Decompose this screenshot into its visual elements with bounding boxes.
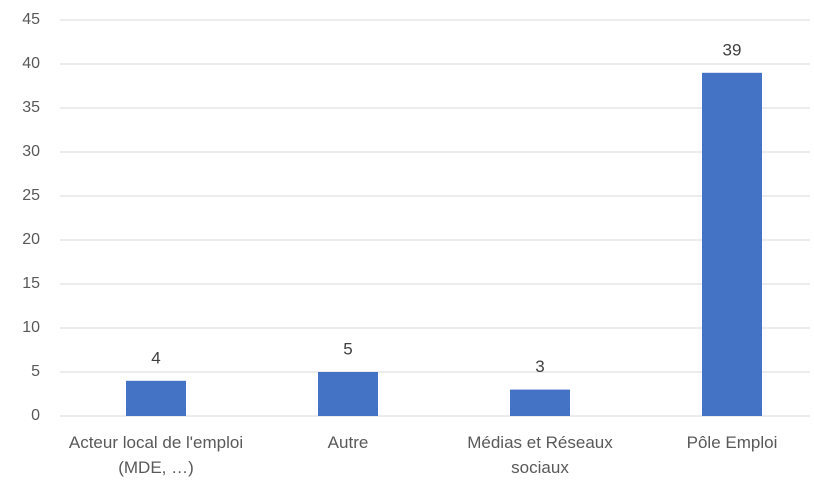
x-tick-label: Médias et Réseaux sociaux (467, 433, 613, 477)
data-label: 5 (343, 339, 352, 358)
y-tick-label: 35 (22, 99, 40, 116)
x-tick-label: Autre (327, 433, 369, 452)
data-label: 39 (723, 40, 742, 59)
data-label: 3 (535, 357, 544, 376)
x-tick-label: Pôle Emploi (686, 433, 778, 452)
y-tick-label: 15 (22, 275, 40, 292)
y-tick-label: 0 (31, 407, 40, 424)
y-tick-label: 5 (31, 363, 40, 380)
x-tick-label: Acteur local de l'emploi (MDE, …) (68, 433, 244, 477)
bar (318, 372, 378, 416)
y-tick-label: 40 (22, 55, 40, 72)
bar (510, 389, 570, 416)
bar (702, 72, 762, 417)
y-tick-label: 25 (22, 187, 40, 204)
bar (126, 380, 186, 416)
y-tick-label: 10 (22, 319, 40, 336)
y-tick-label: 20 (22, 231, 40, 248)
y-tick-label: 30 (22, 143, 40, 160)
data-label: 4 (151, 348, 160, 367)
y-tick-label: 45 (22, 11, 40, 28)
